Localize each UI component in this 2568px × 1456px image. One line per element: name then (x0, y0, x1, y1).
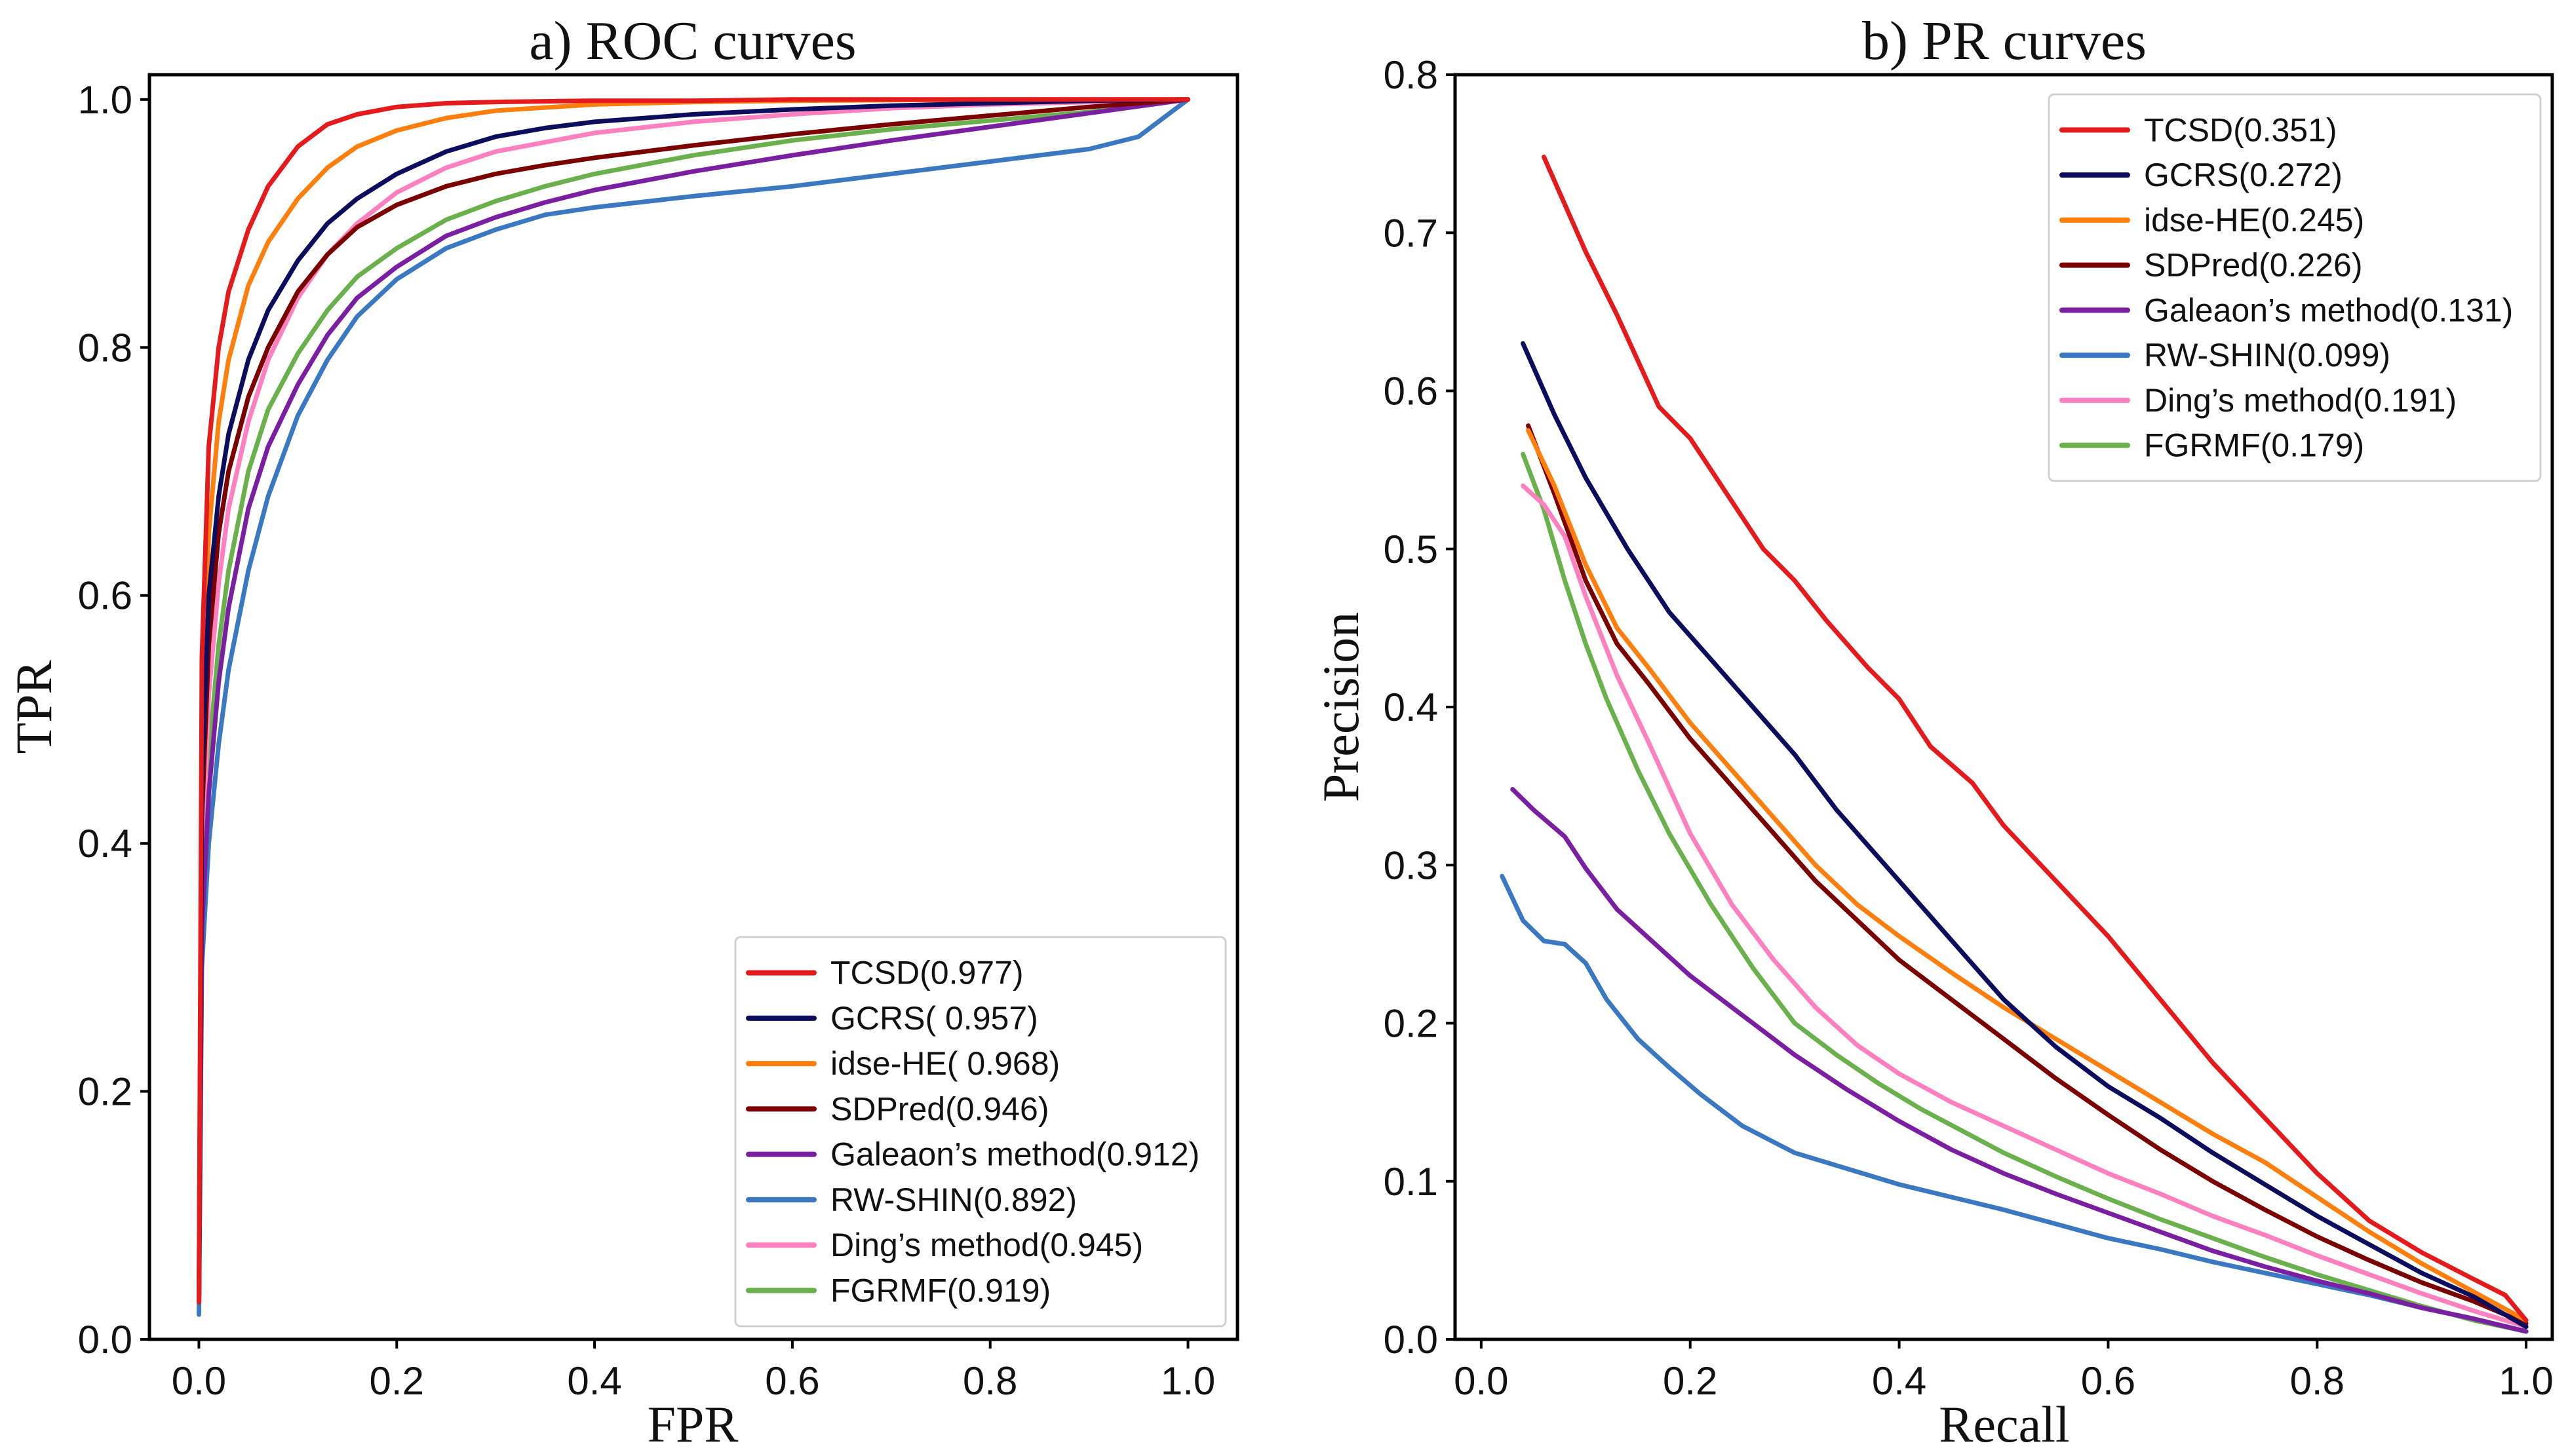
pr-x-tick-label: 0.6 (2081, 1359, 2135, 1403)
pr-y-tick-label: 0.8 (1384, 53, 1438, 97)
pr-legend-label: RW-SHIN(0.099) (2144, 337, 2390, 374)
pr-x-tick-label: 0.8 (2290, 1359, 2344, 1403)
pr-x-label: Recall (1939, 1396, 2069, 1453)
pr-legend-label: idse-HE(0.245) (2144, 202, 2364, 239)
pr-curve-2 (1526, 428, 2529, 1323)
roc-curve-1 (197, 97, 1190, 1305)
pr-legend: TCSD(0.351) GCRS(0.272) idse-HE(0.245) SDPr… (2048, 93, 2542, 482)
pr-legend-label: TCSD(0.351) (2144, 111, 2337, 148)
roc-y-tick-label: 0.6 (78, 574, 132, 618)
pr-y-tick-label: 0.7 (1384, 211, 1438, 255)
pr-y-tick-label: 0.3 (1384, 843, 1438, 887)
roc-x-tick-label: 0.0 (172, 1359, 226, 1403)
pr-legend-box (2048, 93, 2542, 482)
roc-legend-label: SDPred(0.946) (830, 1090, 1049, 1127)
pr-title: b) PR curves (1862, 10, 2147, 71)
pr-y-tick-label: 0.1 (1384, 1160, 1438, 1204)
pr-y-tick-label: 0.4 (1384, 685, 1438, 729)
roc-x-tick-label: 0.8 (963, 1359, 1017, 1403)
roc-curve-4 (197, 97, 1190, 1305)
roc-title: a) ROC curves (529, 10, 856, 71)
pr-legend-label: Ding’s method(0.191) (2144, 382, 2457, 419)
pr-y-tick-label: 0.6 (1384, 370, 1438, 413)
pr-legend-label: Galeaon’s method(0.131) (2144, 292, 2513, 328)
pr-x-tick-label: 0.2 (1663, 1359, 1717, 1403)
roc-x-ticks: 0.0 0.2 0.4 0.6 0.8 1.0 (172, 1339, 1215, 1403)
roc-legend: TCSD(0.977) GCRS( 0.957) idse-HE( 0.968) SD… (734, 936, 1227, 1328)
roc-y-tick-label: 0.0 (78, 1318, 132, 1362)
pr-x-tick-label: 1.0 (2499, 1359, 2553, 1403)
roc-x-tick-label: 0.4 (567, 1359, 621, 1403)
roc-x-label: FPR (648, 1396, 739, 1453)
roc-frame (147, 73, 1239, 1341)
roc-curves (197, 97, 1190, 1317)
roc-curve-5 (197, 97, 1190, 1317)
roc-x-tick-label: 1.0 (1161, 1359, 1215, 1403)
roc-x-tick-label: 0.6 (765, 1359, 819, 1403)
pr-y-label: Precision (1312, 612, 1369, 802)
roc-legend-label: RW-SHIN(0.892) (830, 1181, 1077, 1218)
pr-legend-label: SDPred(0.226) (2144, 247, 2363, 284)
roc-legend-label: TCSD(0.977) (830, 955, 1024, 991)
roc-y-tick-label: 0.4 (78, 822, 132, 866)
pr-curve-4 (1510, 787, 2529, 1334)
roc-legend-label: idse-HE( 0.968) (830, 1045, 1060, 1082)
roc-y-label: TPR (5, 660, 62, 754)
pr-y-tick-label: 0.5 (1384, 527, 1438, 571)
pr-curve-7 (1521, 451, 2529, 1334)
roc-curve-0 (197, 97, 1190, 1305)
pr-y-tick-label: 0.2 (1384, 1002, 1438, 1046)
roc-legend-label: Galeaon’s method(0.912) (830, 1136, 1199, 1173)
pr-curve-5 (1500, 873, 2529, 1334)
pr-curves (1500, 155, 2529, 1334)
pr-panel: b) PR curves 0.0 0.2 0.4 0.6 0.8 1.0 0.00.10.… (1312, 10, 2554, 1453)
pr-x-ticks: 0.0 0.2 0.4 0.6 0.8 1.0 (1454, 1339, 2554, 1403)
pr-legend-label: FGRMF(0.179) (2144, 427, 2364, 464)
pr-x-tick-label: 0.0 (1454, 1359, 1508, 1403)
roc-legend-label: GCRS( 0.957) (830, 1000, 1038, 1037)
roc-y-tick-label: 0.8 (78, 326, 132, 370)
roc-y-tick-label: 1.0 (78, 78, 132, 122)
roc-y-ticks: 0.0 0.2 0.4 0.6 0.8 1.0 (78, 78, 149, 1362)
roc-legend-label: FGRMF(0.919) (830, 1272, 1051, 1309)
roc-y-tick-label: 0.2 (78, 1070, 132, 1114)
pr-legend-label: GCRS(0.272) (2144, 157, 2343, 193)
pr-curve-6 (1521, 483, 2529, 1330)
pr-curve-0 (1542, 155, 2529, 1323)
pr-y-ticks: 0.0 0.1 0.2 0.3 0.4 0.5 0.6 0.7 0.8 (1384, 53, 1455, 1362)
roc-legend-label: Ding’s method(0.945) (830, 1227, 1143, 1263)
roc-x-tick-label: 0.2 (370, 1359, 424, 1403)
roc-curve-3 (197, 97, 1190, 1305)
pr-y-tick-label: 0.0 (1384, 1318, 1438, 1362)
pr-curve-1 (1521, 341, 2529, 1330)
roc-panel: a) ROC curves 0.0 0.2 0.4 0.6 0.8 1.0 0.00.20… (5, 10, 1239, 1453)
roc-curve-7 (197, 97, 1190, 1305)
roc-curve-6 (197, 97, 1190, 1305)
pr-x-tick-label: 0.4 (1872, 1359, 1926, 1403)
pr-curve-3 (1526, 423, 2529, 1326)
roc-legend-box (734, 936, 1227, 1328)
